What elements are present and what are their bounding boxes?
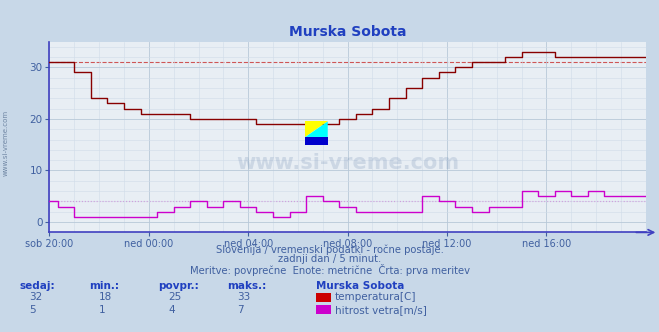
Text: Meritve: povprečne  Enote: metrične  Črta: prva meritev: Meritve: povprečne Enote: metrične Črta:… xyxy=(190,264,469,276)
Text: 1: 1 xyxy=(99,305,105,315)
Text: sedaj:: sedaj: xyxy=(20,281,55,291)
Text: 7: 7 xyxy=(237,305,244,315)
Text: www.si-vreme.com: www.si-vreme.com xyxy=(236,153,459,173)
Title: Murska Sobota: Murska Sobota xyxy=(289,25,407,39)
Text: min.:: min.: xyxy=(89,281,119,291)
Text: 5: 5 xyxy=(30,305,36,315)
Text: 25: 25 xyxy=(168,292,181,302)
Text: maks.:: maks.: xyxy=(227,281,267,291)
Polygon shape xyxy=(305,122,328,137)
Text: 18: 18 xyxy=(99,292,112,302)
Bar xyxy=(305,137,328,145)
Text: 33: 33 xyxy=(237,292,250,302)
Polygon shape xyxy=(305,122,328,137)
Text: www.si-vreme.com: www.si-vreme.com xyxy=(2,110,9,176)
Text: Murska Sobota: Murska Sobota xyxy=(316,281,405,291)
Text: Slovenija / vremenski podatki - ročne postaje.: Slovenija / vremenski podatki - ročne po… xyxy=(215,244,444,255)
Text: temperatura[C]: temperatura[C] xyxy=(335,292,416,302)
Text: povpr.:: povpr.: xyxy=(158,281,199,291)
Text: zadnji dan / 5 minut.: zadnji dan / 5 minut. xyxy=(278,254,381,264)
Text: hitrost vetra[m/s]: hitrost vetra[m/s] xyxy=(335,305,426,315)
Text: 4: 4 xyxy=(168,305,175,315)
Text: 32: 32 xyxy=(30,292,43,302)
